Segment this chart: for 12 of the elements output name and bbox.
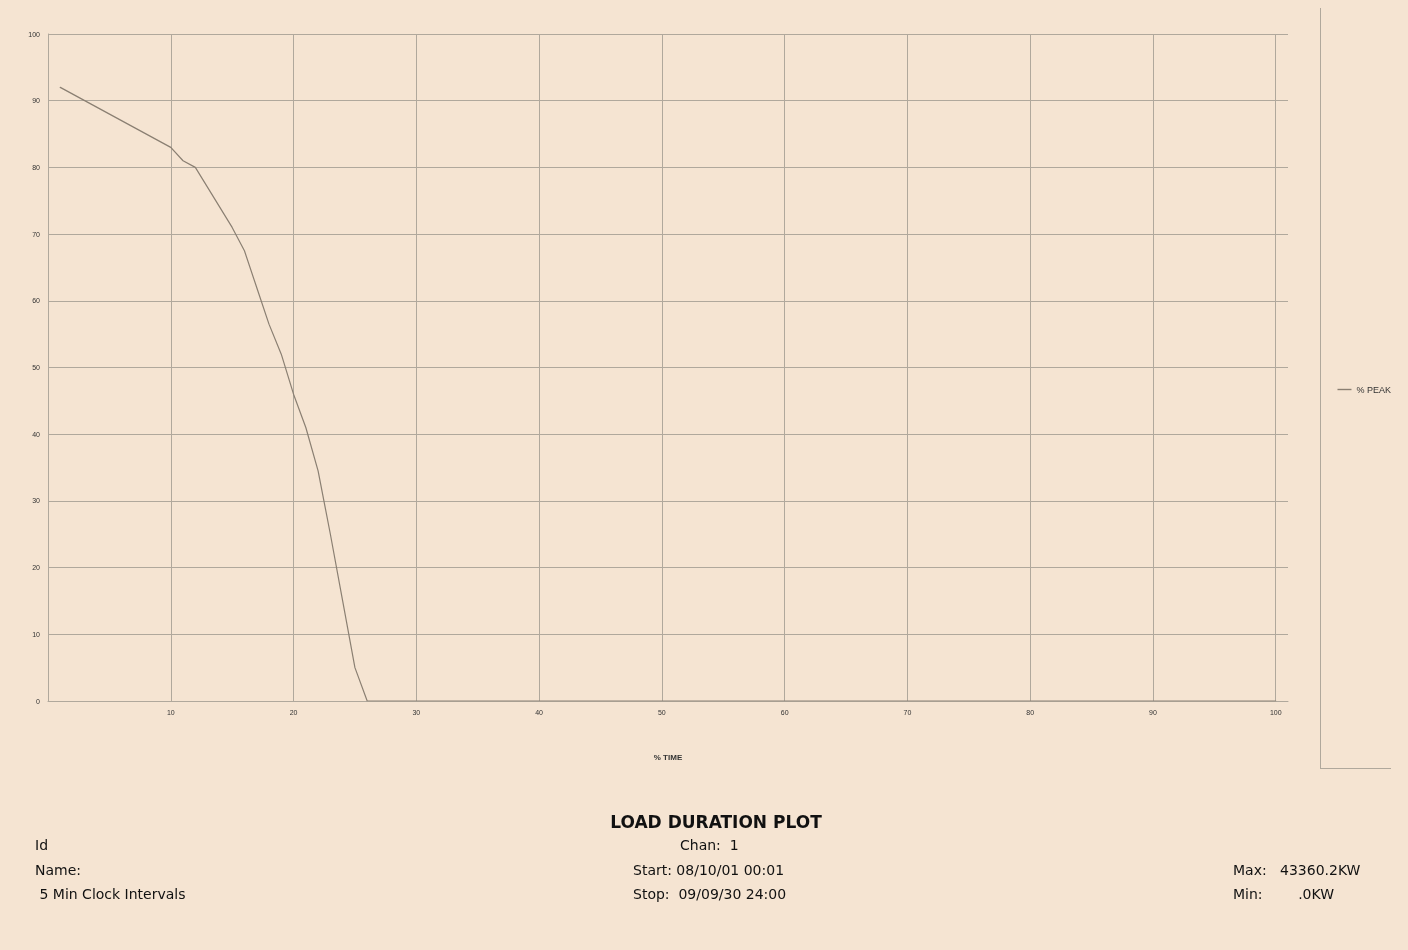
text: Chan: 1 bbox=[680, 837, 739, 853]
text: Start: 08/10/01 00:01 bbox=[633, 862, 785, 878]
text: Id bbox=[35, 837, 49, 853]
x-axis-title: % TIME bbox=[653, 752, 683, 762]
legend-label: % PEAK bbox=[1356, 384, 1391, 395]
text: Name: bbox=[35, 862, 82, 878]
text: 5 Min Clock Intervals bbox=[38, 886, 186, 902]
text: Stop: 09/09/30 24:00 bbox=[633, 886, 787, 902]
text: LOAD DURATION PLOT bbox=[610, 812, 822, 832]
text: Min: .0KW bbox=[1233, 886, 1335, 902]
line-series bbox=[59, 86, 1277, 702]
text: Max: 43360.2KW bbox=[1233, 862, 1361, 878]
